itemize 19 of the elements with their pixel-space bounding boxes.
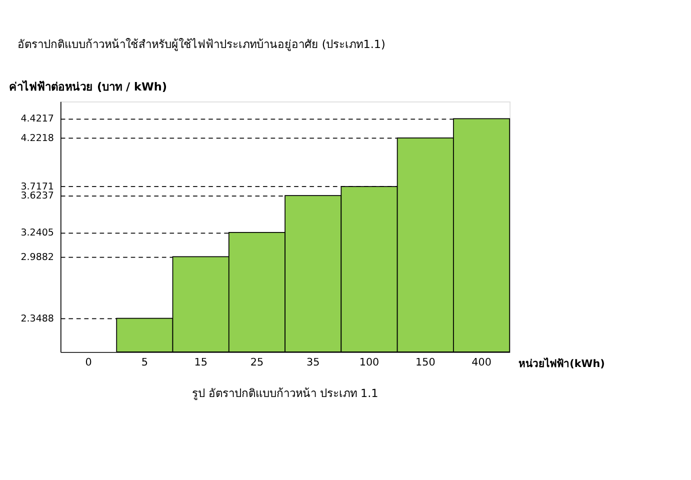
y-tick-label: 2.9882 [20, 252, 54, 263]
x-tick-label: 150 [416, 356, 436, 368]
y-tick-label: 3.2405 [20, 227, 54, 238]
y-tick-label: 2.3488 [20, 313, 54, 324]
x-tick-label: 15 [194, 356, 208, 368]
x-axis-title: หน่วยไฟฟ้า(kWh) [518, 357, 605, 370]
y-axis-title: ค่าไฟฟ้าต่อหน่วย (บาท / kWh) [9, 80, 167, 94]
x-tick-label: 400 [472, 356, 492, 368]
x-tick-label: 25 [250, 356, 264, 368]
y-tick-label: 4.4217 [20, 114, 54, 125]
x-tick-label: 35 [306, 356, 320, 368]
x-tick-label: 5 [141, 356, 148, 368]
x-tick-label: 100 [359, 356, 380, 368]
chart-title: อัตราปกติแบบก้าวหน้าใช้สำหรับผู้ใช้ไฟฟ้าประเภทบ้านอยู่อาศัย (ประเภท1.1) [17, 38, 386, 51]
y-tick-label: 3.6237 [20, 190, 54, 202]
y-tick-label: 4.2218 [20, 132, 54, 144]
text: รูป อัตราปกติแบบก้าวหน้า ประเภท 1.1 [192, 386, 378, 400]
x-tick-label: 0 [85, 356, 92, 368]
y-tick-label: 3.7171 [20, 182, 54, 193]
